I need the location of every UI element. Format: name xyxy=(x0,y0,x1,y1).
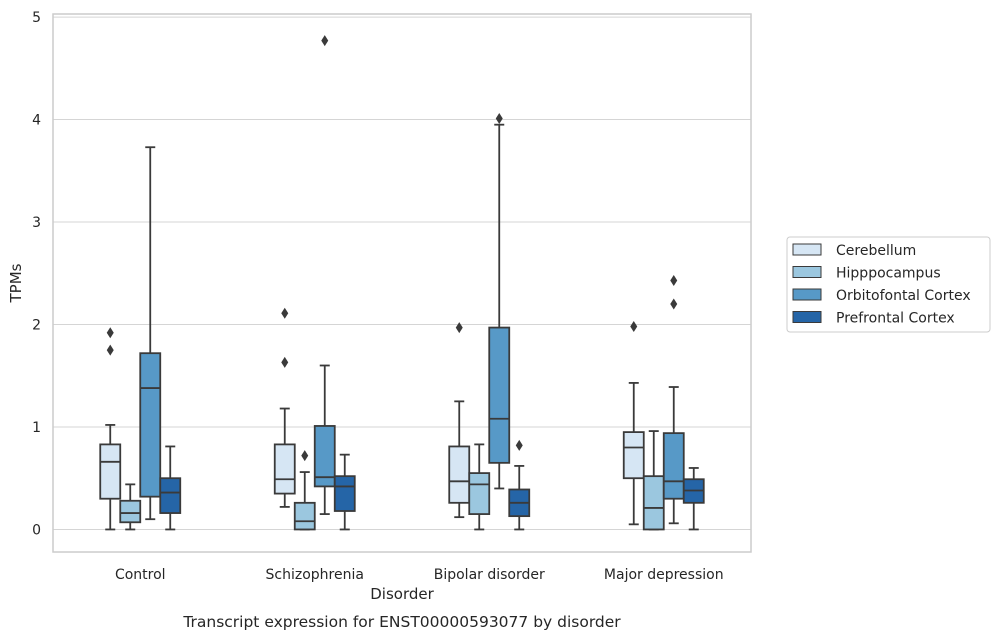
legend-frame xyxy=(786,236,991,333)
iqr-box xyxy=(333,475,356,512)
iqr-box xyxy=(139,352,162,498)
outlier-point xyxy=(106,344,114,356)
iqr-box xyxy=(642,475,665,531)
chart-caption: Transcript expression for ENST0000059307… xyxy=(182,613,621,631)
iqr-box xyxy=(313,425,336,488)
legend-label: Hipppocampus xyxy=(836,266,941,282)
iqr-box xyxy=(468,472,491,515)
outlier-point xyxy=(670,274,678,286)
iqr-box xyxy=(662,432,685,500)
plot-frame xyxy=(52,13,752,553)
outlier-point xyxy=(321,35,329,47)
x-tick-label: Schizophrenia xyxy=(266,567,364,583)
x-tick-label: Control xyxy=(115,567,166,583)
y-tick-label: 4 xyxy=(32,113,41,129)
outlier-point xyxy=(670,298,678,310)
legend: Cerebellum Hipppocampus Orbitofontal Corte… xyxy=(786,236,991,333)
box-3-1 xyxy=(333,453,356,531)
x-tick-label: Bipolar disorder xyxy=(434,567,545,583)
outlier-point xyxy=(301,450,309,462)
legend-swatch xyxy=(792,266,822,278)
outlier-point xyxy=(495,113,503,125)
iqr-box xyxy=(622,431,645,480)
x-axis-label: Disorder xyxy=(370,585,434,603)
box-layer xyxy=(99,35,705,531)
box-1-0 xyxy=(119,483,142,531)
iqr-box xyxy=(273,443,296,495)
y-tick-label: 1 xyxy=(32,420,41,436)
outlier-point xyxy=(281,356,289,368)
y-tick-label: 0 xyxy=(32,522,41,538)
iqr-box xyxy=(99,443,122,500)
legend-label: Orbitofontal Cortex xyxy=(836,288,971,304)
box-1-3 xyxy=(642,430,665,531)
iqr-box xyxy=(293,501,316,531)
legend-swatch xyxy=(792,243,822,256)
iqr-box xyxy=(159,477,182,514)
box-2-2 xyxy=(488,113,511,490)
box-1-2 xyxy=(468,443,491,531)
box-3-0 xyxy=(159,445,182,531)
box-1-1 xyxy=(293,450,316,531)
box-3-2 xyxy=(508,439,531,531)
iqr-box xyxy=(119,499,142,524)
y-tick-label: 3 xyxy=(32,215,41,231)
box-0-1 xyxy=(273,307,296,508)
outlier-point xyxy=(630,321,638,333)
box-0-0 xyxy=(99,327,122,531)
x-tick-label: Major depression xyxy=(604,567,724,583)
y-tick-label: 2 xyxy=(32,318,41,334)
legend-swatch xyxy=(792,288,822,301)
box-2-0 xyxy=(139,146,162,521)
x-tick-labels: Control Schizophrenia Bipolar disorder Majo… xyxy=(115,567,724,583)
outlier-point xyxy=(106,327,114,339)
box-3-3 xyxy=(682,467,705,531)
y-tick-label: 5 xyxy=(32,10,41,26)
legend-swatch xyxy=(792,311,822,323)
legend-label: Prefrontal Cortex xyxy=(836,311,955,327)
outlier-point xyxy=(515,439,523,451)
iqr-box xyxy=(448,445,471,504)
legend-label: Cerebellum xyxy=(836,243,916,259)
box-2-3 xyxy=(662,274,685,525)
y-tick-labels: 0 1 2 3 4 5 xyxy=(32,10,41,538)
iqr-box xyxy=(488,326,511,464)
y-axis-label: TPMs xyxy=(7,263,25,303)
outlier-point xyxy=(281,307,289,319)
box-0-3 xyxy=(622,321,645,526)
box-2-1 xyxy=(313,35,336,515)
outlier-point xyxy=(455,322,463,334)
